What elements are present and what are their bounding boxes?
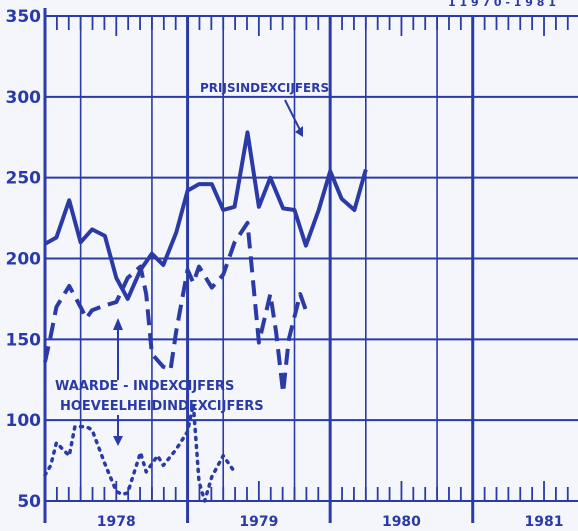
annotation-arrow-price-head xyxy=(295,126,303,137)
y-tick-label: 250 xyxy=(6,169,42,189)
series-group xyxy=(43,130,368,503)
y-tick-label: 200 xyxy=(6,250,42,270)
y-tick-label: 100 xyxy=(6,411,42,431)
y-tick-label: 50 xyxy=(17,492,41,512)
x-tick-label: 1981 xyxy=(525,514,564,530)
y-tick-label: 300 xyxy=(6,88,42,108)
annotation-arrow-value-head xyxy=(113,318,123,330)
series-line xyxy=(44,130,368,301)
x-tick-label: 1979 xyxy=(239,514,278,530)
x-tick-label: 1978 xyxy=(97,514,136,530)
y-tick-label: 350 xyxy=(6,7,42,27)
labels: 1 1 9 7 0 - 1 9 8 1 PRIJSINDEXCIJFERS WA… xyxy=(55,0,556,446)
corner-text: 1 1 9 7 0 - 1 9 8 1 xyxy=(448,0,556,9)
grid xyxy=(43,15,578,523)
y-tick-label: 150 xyxy=(6,330,42,350)
annotation-arrow-price xyxy=(284,99,301,131)
annotation-volume-index: HOEVEELHEIDINDEXCIJFERS xyxy=(60,399,264,414)
annotation-arrow-volume-head xyxy=(113,436,123,446)
annotation-value-index: WAARDE - INDEXCIJFERS xyxy=(55,379,234,394)
axes: 350 300 250 200 150 100 50 1978 1979 1980 1981 xyxy=(6,7,578,530)
x-tick-label: 1980 xyxy=(382,514,421,530)
series-line xyxy=(43,402,237,503)
annotation-price-index: PRIJSINDEXCIJFERS xyxy=(200,81,329,95)
